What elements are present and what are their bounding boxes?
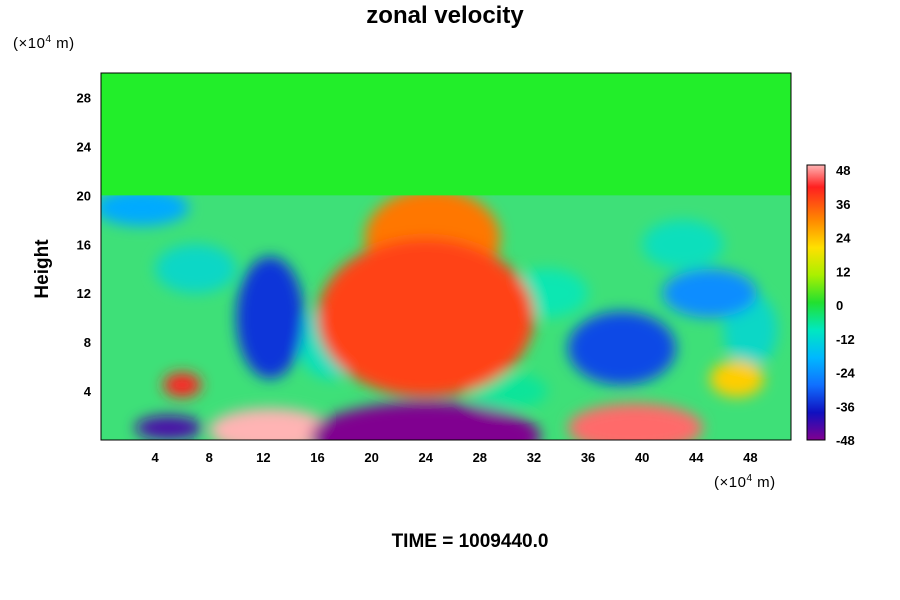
x-tick-12: 12 xyxy=(256,450,270,465)
colorbar-tick--12: -12 xyxy=(836,332,855,347)
y-tick-labels: 4 8 12 16 20 24 28 xyxy=(77,90,92,399)
colorbar-tick-36: 36 xyxy=(836,197,850,212)
y-tick-8: 8 xyxy=(84,335,91,350)
x-tick-4: 4 xyxy=(152,450,160,465)
y-tick-20: 20 xyxy=(77,188,91,203)
texture-patch-3 xyxy=(642,219,724,269)
y-tick-4: 4 xyxy=(84,384,92,399)
x-tick-16: 16 xyxy=(310,450,324,465)
colorbar-tick-labels: 48 36 24 12 0 -12 -24 -36 -48 xyxy=(836,163,856,448)
x-tick-32: 32 xyxy=(527,450,541,465)
x-tick-40: 40 xyxy=(635,450,649,465)
velocity-feature-10 xyxy=(101,189,189,226)
y-axis-unit: (×104 m) xyxy=(13,34,75,52)
x-axis-unit: (×104 m) xyxy=(714,473,776,491)
colorbar-tick-0: 0 xyxy=(836,298,843,313)
velocity-feature-12 xyxy=(709,360,764,398)
texture-patch-0 xyxy=(155,244,237,294)
velocity-feature-5 xyxy=(310,402,541,440)
velocity-feature-4 xyxy=(567,403,704,440)
colorbar-tick-12: 12 xyxy=(836,264,850,279)
plot-frame xyxy=(100,72,792,441)
x-tick-labels: 4 8 12 16 20 24 28 32 36 40 44 48 xyxy=(152,450,758,465)
velocity-feature-7 xyxy=(236,256,304,379)
colorbar xyxy=(806,164,826,441)
x-tick-36: 36 xyxy=(581,450,595,465)
chart-title: zonal velocity xyxy=(366,2,524,29)
colorbar-tick-48: 48 xyxy=(836,163,850,178)
colorbar-tick--36: -36 xyxy=(836,399,855,414)
y-tick-24: 24 xyxy=(77,139,92,154)
y-tick-16: 16 xyxy=(77,237,91,252)
colorbar-tick-24: 24 xyxy=(836,231,851,246)
velocity-feature-2 xyxy=(317,238,534,398)
colorbar-tick--48: -48 xyxy=(836,433,855,448)
y-tick-12: 12 xyxy=(77,286,91,301)
time-label: TIME = 1009440.0 xyxy=(391,531,549,552)
upper-green-band xyxy=(101,73,791,196)
x-tick-8: 8 xyxy=(206,450,213,465)
plot-area xyxy=(101,73,791,440)
y-tick-28: 28 xyxy=(77,90,91,105)
x-tick-44: 44 xyxy=(689,450,704,465)
velocity-features xyxy=(101,189,778,440)
velocity-feature-8 xyxy=(567,311,676,385)
x-tick-20: 20 xyxy=(364,450,378,465)
colorbar-tick--24: -24 xyxy=(836,366,856,381)
x-tick-28: 28 xyxy=(473,450,487,465)
velocity-feature-3 xyxy=(209,408,331,440)
x-tick-48: 48 xyxy=(743,450,757,465)
x-tick-24: 24 xyxy=(418,450,433,465)
velocity-feature-11 xyxy=(134,415,203,440)
velocity-feature-9 xyxy=(662,268,758,318)
velocity-feature-6 xyxy=(163,372,202,398)
